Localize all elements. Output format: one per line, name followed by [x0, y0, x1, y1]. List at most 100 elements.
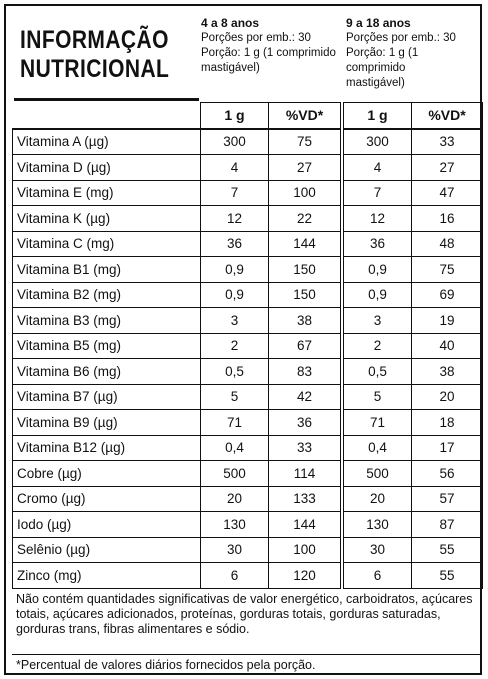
non-significant-note: Não contém quantidades significativas de… — [16, 592, 473, 636]
table-row: Iodo (µg) 130 144 130 87 — [12, 511, 483, 538]
amount-9-18: 300 — [343, 128, 412, 155]
vd-9-18: 56 — [411, 460, 483, 487]
nutrient-name: Vitamina A (µg) — [12, 128, 201, 155]
nutrition-table: 1 g %VD* 1 g %VD* Vitamina A (µg) 300 75 30… — [12, 102, 483, 589]
footer-rule — [12, 654, 482, 655]
nutrient-name: Cobre (µg) — [12, 460, 201, 487]
amount-4-8: 0,9 — [200, 256, 269, 283]
nutrient-name: Vitamina E (mg) — [12, 179, 201, 206]
vd-4-8: 100 — [268, 536, 341, 563]
amount-4-8: 71 — [200, 409, 269, 436]
vd-9-18: 16 — [411, 205, 483, 232]
amount-4-8: 20 — [200, 485, 269, 512]
table-header-row: 1 g %VD* 1 g %VD* — [12, 102, 483, 130]
nutrient-name: Vitamina B12 (µg) — [12, 434, 201, 461]
amount-4-8: 300 — [200, 128, 269, 155]
group-title: 9 a 18 anos — [346, 16, 411, 30]
amount-9-18: 0,9 — [343, 281, 412, 308]
vd-9-18: 19 — [411, 307, 483, 334]
amount-4-8: 36 — [200, 230, 269, 257]
amount-9-18: 0,4 — [343, 434, 412, 461]
vd-4-8: 114 — [268, 460, 341, 487]
amount-4-8: 0,4 — [200, 434, 269, 461]
header-blank — [12, 102, 201, 130]
vd-9-18: 17 — [411, 434, 483, 461]
table-row: Vitamina B1 (mg) 0,9 150 0,9 75 — [12, 256, 483, 283]
nutrient-name: Vitamina B6 (mg) — [12, 358, 201, 385]
amount-4-8: 12 — [200, 205, 269, 232]
table-row: Cobre (µg) 500 114 500 56 — [12, 460, 483, 487]
vd-4-8: 150 — [268, 256, 341, 283]
amount-4-8: 7 — [200, 179, 269, 206]
table-row: Vitamina B5 (mg) 2 67 2 40 — [12, 332, 483, 359]
table-body: Vitamina A (µg) 300 75 300 33 Vitamina D (µg)… — [12, 128, 483, 589]
group-portion: Porção: 1 g (1 comprimido — [346, 47, 419, 74]
amount-9-18: 6 — [343, 562, 412, 589]
amount-9-18: 4 — [343, 154, 412, 181]
amount-4-8: 2 — [200, 332, 269, 359]
vd-9-18: 38 — [411, 358, 483, 385]
group-portion-cont: mastigável) — [201, 62, 260, 74]
amount-4-8: 5 — [200, 383, 269, 410]
title-line-2: NUTRICIONAL — [20, 55, 170, 83]
header-vd-2: %VD* — [411, 102, 483, 130]
table-row: Zinco (mg) 6 120 6 55 — [12, 562, 483, 589]
nutrient-name: Vitamina D (µg) — [12, 154, 201, 181]
amount-9-18: 500 — [343, 460, 412, 487]
vd-4-8: 100 — [268, 179, 341, 206]
group-4-8: 4 a 8 anos Porções por emb.: 30 Porção: … — [201, 16, 336, 76]
nutrient-name: Vitamina B3 (mg) — [12, 307, 201, 334]
vd-9-18: 57 — [411, 485, 483, 512]
vd-4-8: 83 — [268, 358, 341, 385]
amount-4-8: 3 — [200, 307, 269, 334]
nutrient-name: Cromo (µg) — [12, 485, 201, 512]
nutrient-name: Selênio (µg) — [12, 536, 201, 563]
vd-9-18: 47 — [411, 179, 483, 206]
vd-4-8: 42 — [268, 383, 341, 410]
nutrient-name: Vitamina B9 (µg) — [12, 409, 201, 436]
amount-9-18: 71 — [343, 409, 412, 436]
group-9-18: 9 a 18 anos Porções por emb.: 30 Porção:… — [346, 16, 480, 91]
table-row: Vitamina K (µg) 12 22 12 16 — [12, 205, 483, 232]
title-line-1: INFORMAÇÃO — [20, 26, 169, 54]
vd-4-8: 22 — [268, 205, 341, 232]
amount-9-18: 0,9 — [343, 256, 412, 283]
vd-9-18: 33 — [411, 128, 483, 155]
amount-9-18: 2 — [343, 332, 412, 359]
header-amount-2: 1 g — [343, 102, 412, 130]
vd-4-8: 36 — [268, 409, 341, 436]
footnote: *Percentual de valores diários fornecido… — [16, 658, 316, 672]
vd-9-18: 27 — [411, 154, 483, 181]
vd-9-18: 75 — [411, 256, 483, 283]
amount-4-8: 30 — [200, 536, 269, 563]
table-row: Cromo (µg) 20 133 20 57 — [12, 485, 483, 512]
header-vd-1: %VD* — [268, 102, 341, 130]
group-servings: Porções por emb.: 30 — [201, 32, 311, 44]
amount-9-18: 20 — [343, 485, 412, 512]
group-portion-cont: mastigável) — [346, 77, 405, 89]
nutrition-facts-label: INFORMAÇÃO NUTRICIONAL 4 a 8 anos Porçõe… — [4, 4, 483, 675]
table-row: Vitamina B6 (mg) 0,5 83 0,5 38 — [12, 358, 483, 385]
vd-4-8: 75 — [268, 128, 341, 155]
label-title: INFORMAÇÃO NUTRICIONAL — [20, 26, 169, 84]
title-rule — [14, 98, 199, 101]
vd-9-18: 55 — [411, 562, 483, 589]
header-amount-1: 1 g — [200, 102, 269, 130]
table-row: Selênio (µg) 30 100 30 55 — [12, 536, 483, 563]
vd-4-8: 144 — [268, 230, 341, 257]
amount-9-18: 3 — [343, 307, 412, 334]
amount-9-18: 30 — [343, 536, 412, 563]
vd-9-18: 20 — [411, 383, 483, 410]
amount-4-8: 6 — [200, 562, 269, 589]
vd-9-18: 40 — [411, 332, 483, 359]
amount-4-8: 500 — [200, 460, 269, 487]
table-row: Vitamina B9 (µg) 71 36 71 18 — [12, 409, 483, 436]
nutrient-name: Vitamina B1 (mg) — [12, 256, 201, 283]
vd-9-18: 18 — [411, 409, 483, 436]
vd-4-8: 33 — [268, 434, 341, 461]
vd-4-8: 150 — [268, 281, 341, 308]
vd-9-18: 48 — [411, 230, 483, 257]
table-row: Vitamina E (mg) 7 100 7 47 — [12, 179, 483, 206]
table-row: Vitamina B7 (µg) 5 42 5 20 — [12, 383, 483, 410]
vd-9-18: 69 — [411, 281, 483, 308]
